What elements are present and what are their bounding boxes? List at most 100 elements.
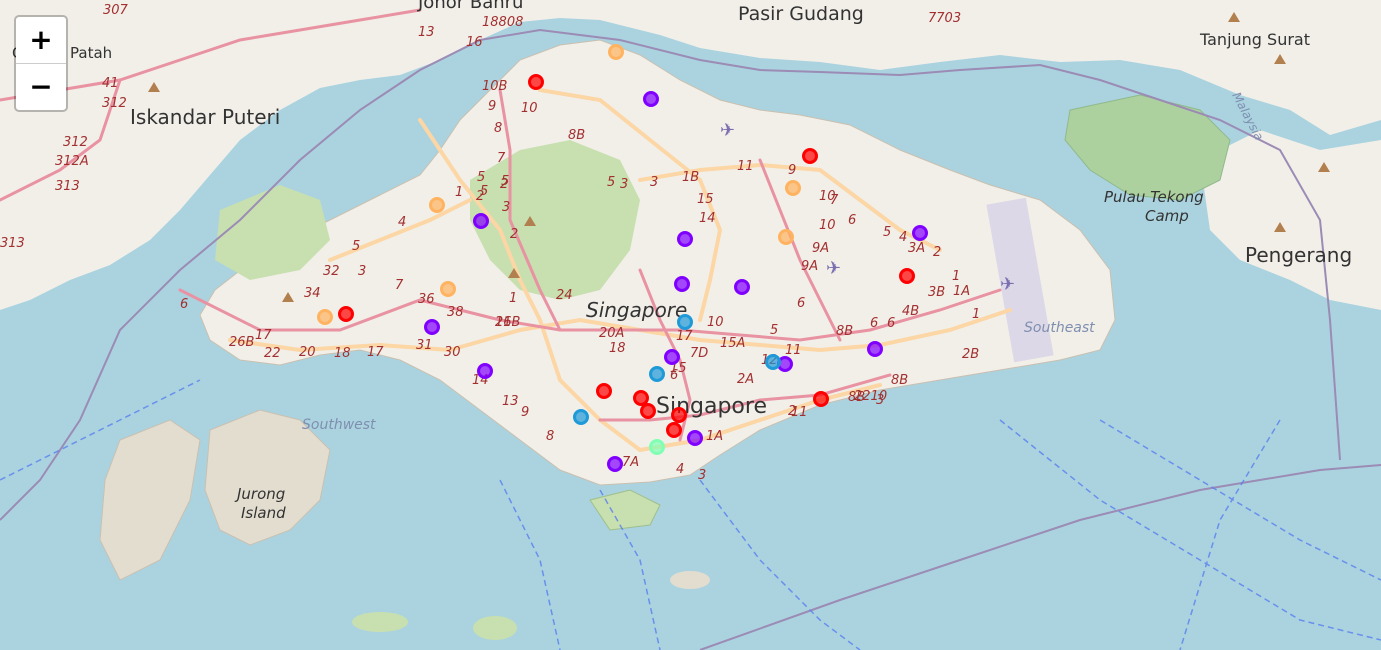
road-number-label: 15A: [720, 336, 745, 351]
cluster-marker[interactable]: [607, 456, 623, 472]
cluster-marker[interactable]: [813, 391, 829, 407]
land-jurong-island: [204, 409, 331, 546]
cluster-marker[interactable]: [734, 279, 750, 295]
road-number-label: 9A: [812, 241, 829, 256]
land-singapore: [199, 39, 1116, 486]
cluster-marker[interactable]: [608, 44, 624, 60]
cluster-marker[interactable]: [867, 341, 883, 357]
land-pengerang: [1200, 130, 1381, 310]
peak-icon: [1274, 222, 1286, 232]
cluster-marker[interactable]: [677, 231, 693, 247]
road-number-label: 5: [477, 170, 485, 185]
road-number-label: 2: [933, 245, 941, 260]
road-number-label: 3: [876, 393, 884, 408]
zoom-in-button[interactable]: +: [29, 23, 53, 56]
road-number-label: 1: [455, 185, 463, 200]
cluster-marker[interactable]: [429, 197, 445, 213]
road-number-label: 2B: [962, 347, 979, 362]
peak-icon: [1318, 162, 1330, 172]
road-number-label: 26B: [229, 335, 255, 350]
zoom-control: + −: [14, 15, 68, 112]
road-number-label: 22: [264, 346, 281, 361]
road-number-label: 7: [830, 193, 839, 208]
cluster-marker[interactable]: [666, 422, 682, 438]
road-number-label: 2: [500, 177, 508, 192]
airport-icon: ✈: [720, 120, 735, 141]
cluster-marker[interactable]: [899, 268, 915, 284]
road-number-label: 1: [509, 291, 517, 306]
road-number-label: 9: [788, 163, 796, 178]
cluster-marker[interactable]: [528, 74, 544, 90]
cluster-marker[interactable]: [674, 276, 690, 292]
island-south-1: [352, 612, 408, 632]
road-number-label: 8: [494, 121, 502, 136]
cluster-marker[interactable]: [573, 409, 589, 425]
cluster-marker[interactable]: [649, 439, 665, 455]
road-number-label: 24: [556, 288, 573, 303]
road-number-label: 10: [521, 101, 538, 116]
cluster-marker[interactable]: [649, 366, 665, 382]
road-number-label: 10: [819, 189, 836, 204]
road-number-label: 15: [670, 361, 687, 376]
road-number-label: 4B: [902, 304, 919, 319]
road-number-label: 8: [546, 429, 554, 444]
cluster-marker[interactable]: [912, 225, 928, 241]
cluster-marker[interactable]: [440, 281, 456, 297]
road-number-label: 7D: [690, 346, 708, 361]
cluster-marker[interactable]: [778, 229, 794, 245]
peak-icon: [508, 268, 520, 278]
road-number-label: 8B: [848, 390, 865, 405]
cluster-marker[interactable]: [765, 354, 781, 370]
cluster-marker[interactable]: [473, 213, 489, 229]
label-southwest: Southwest: [302, 417, 376, 433]
cluster-marker[interactable]: [338, 306, 354, 322]
road-number-label: 6: [797, 296, 805, 311]
land-johor: [0, 0, 1381, 310]
cluster-marker[interactable]: [664, 349, 680, 365]
road-number-label: 307: [103, 3, 129, 18]
road-number-label: 7A: [622, 455, 639, 470]
road-number-label: 2: [476, 189, 484, 204]
peak-icon: [524, 216, 536, 226]
road-number-label: 17: [367, 345, 384, 360]
cluster-marker[interactable]: [424, 319, 440, 335]
airport-icon: ✈: [826, 258, 841, 279]
road-number-label: 3B: [928, 285, 945, 300]
cluster-marker[interactable]: [640, 403, 656, 419]
cluster-marker[interactable]: [687, 430, 703, 446]
road-number-label: 2: [510, 227, 518, 242]
label-pengerang: Pengerang: [1245, 243, 1352, 267]
park-west: [215, 185, 330, 280]
road-number-label: 2210: [854, 389, 887, 404]
zoom-out-button[interactable]: −: [16, 63, 66, 110]
cluster-marker[interactable]: [677, 314, 693, 330]
road-number-label: 313: [0, 236, 25, 251]
cluster-marker[interactable]: [317, 309, 333, 325]
cluster-marker[interactable]: [802, 148, 818, 164]
road-number-label: 11: [791, 405, 808, 420]
changi-airport: [986, 197, 1054, 363]
road-number-label: 17: [676, 329, 693, 344]
road-number-label: 5: [883, 225, 891, 240]
road-number-label: 18: [334, 346, 351, 361]
cluster-marker[interactable]: [596, 383, 612, 399]
land-tuas: [99, 419, 201, 581]
label-singapore-island: Singapore: [586, 298, 687, 322]
label-pasir-gudang: Pasir Gudang: [738, 3, 864, 25]
road-number-label: 13: [418, 25, 435, 40]
cluster-marker[interactable]: [477, 363, 493, 379]
road-number-label: 5: [770, 323, 778, 338]
cluster-marker[interactable]: [643, 91, 659, 107]
road-number-label: 7: [497, 151, 506, 166]
peak-icon: [148, 82, 160, 92]
road-number-label: 3: [358, 264, 366, 279]
cluster-marker[interactable]: [633, 390, 649, 406]
cluster-marker[interactable]: [785, 180, 801, 196]
road-number-label: 6: [670, 368, 678, 383]
road-number-label: 11: [737, 159, 754, 174]
label-johor-bahru: Johor Bahru: [417, 0, 523, 13]
cluster-marker[interactable]: [671, 407, 687, 423]
road-number-label: 3: [650, 175, 658, 190]
